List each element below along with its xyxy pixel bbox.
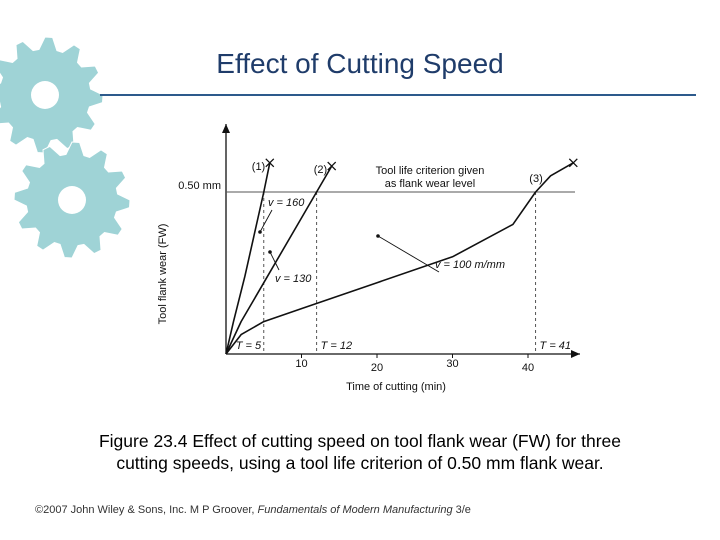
gear-icon-large	[0, 36, 104, 154]
speed-pointer-tip-1	[258, 230, 262, 234]
speed-pointer-1	[259, 209, 273, 233]
tool-life-label-3: T = 41	[540, 340, 572, 352]
gear-small-hub	[58, 186, 86, 214]
chart-guides	[226, 191, 575, 354]
curve-1-end-marker	[265, 158, 275, 168]
x-axis-label: Time of cutting (min)	[346, 381, 446, 393]
caption-line-2: cutting speeds, using a tool life criter…	[116, 453, 604, 473]
curve-2-end-marker	[327, 161, 337, 171]
curve-3	[225, 162, 574, 355]
speed-label-2: v = 130	[275, 273, 312, 285]
x-tick-label-10: 10	[295, 358, 307, 370]
curve-2-name: (2)	[314, 164, 327, 176]
slide-title: Effect of Cutting Speed	[216, 48, 504, 79]
x-tick-label-30: 30	[446, 358, 458, 370]
footer-prefix: ©2007 John Wiley & Sons, Inc. M P Groove…	[35, 504, 258, 516]
footer-book-title: Fundamentals of Modern Manufacturing	[257, 504, 453, 516]
tool-life-label-2: T = 12	[321, 340, 353, 352]
curve-1-name: (1)	[252, 161, 265, 173]
curve-1	[225, 162, 271, 355]
speed-pointer-tip-2	[268, 250, 272, 254]
footer-suffix: 3/e	[452, 504, 471, 516]
tool-life-label-1: T = 5	[236, 340, 262, 352]
criterion-note-line-2: as flank wear level	[385, 178, 476, 190]
x-tick-label-40: 40	[522, 362, 534, 374]
gear-large-hub	[31, 81, 59, 109]
x-axis-arrow	[571, 350, 580, 358]
criterion-note-line-1: Tool life criterion given	[376, 165, 485, 177]
x-tick-label-20: 20	[371, 362, 383, 374]
speed-pointer-tip-3	[376, 234, 380, 238]
copyright-footer: ©2007 John Wiley & Sons, Inc. M P Groove…	[35, 504, 471, 516]
speed-pointer-3	[377, 235, 440, 273]
criterion-value-label: 0.50 mm	[178, 180, 221, 192]
y-axis-arrow	[222, 124, 230, 133]
curve-3-name: (3)	[529, 173, 542, 185]
y-axis-label: Tool flank wear (FW)	[157, 224, 169, 325]
gear-icon-small	[13, 141, 131, 259]
figure-caption: Figure 23.4 Effect of cutting speed on t…	[30, 430, 690, 474]
title-divider	[100, 94, 696, 96]
chart-curves	[225, 158, 578, 355]
speed-pointer-2	[269, 251, 280, 271]
speed-label-3: v = 100 m/mm	[435, 259, 505, 271]
gear-decoration	[0, 36, 131, 259]
chart-labels: 10 20 30 40 Time of cutting (min) Tool flank …	[157, 161, 571, 393]
speed-label-1: v = 160	[268, 197, 305, 209]
caption-line-1: Figure 23.4 Effect of cutting speed on t…	[98, 431, 622, 451]
chart-axes	[222, 124, 580, 358]
flank-wear-chart: 10 20 30 40 Time of cutting (min) Tool flank …	[157, 124, 580, 393]
curve-2	[225, 165, 333, 355]
curve-3-end-marker	[568, 158, 578, 168]
